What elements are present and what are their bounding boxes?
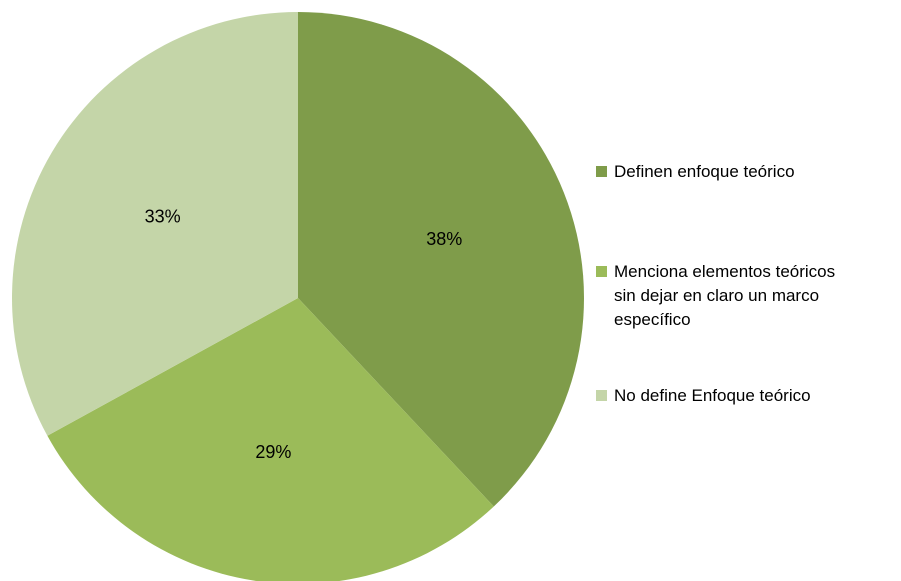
legend-entry: No define Enfoque teórico bbox=[596, 384, 811, 408]
pie-slice bbox=[47, 298, 494, 581]
pie-slice bbox=[298, 12, 584, 507]
legend-entry: Definen enfoque teórico bbox=[596, 160, 795, 184]
data-label: 33% bbox=[145, 207, 181, 227]
legend-swatch bbox=[596, 266, 607, 277]
data-label: 29% bbox=[255, 442, 291, 462]
pie-slice bbox=[12, 12, 298, 436]
legend-label: Menciona elementos teóricos sin dejar en… bbox=[614, 262, 836, 329]
chart: 38% 29% 33% bbox=[12, 12, 584, 581]
data-label: 38% bbox=[426, 229, 462, 249]
legend-entry: Menciona elementos teóricos sin dejar en… bbox=[596, 260, 839, 332]
legend-label: Definen enfoque teórico bbox=[614, 162, 795, 181]
legend-label: No define Enfoque teórico bbox=[614, 386, 811, 405]
legend-swatch bbox=[596, 166, 607, 177]
legend-swatch bbox=[596, 390, 607, 401]
